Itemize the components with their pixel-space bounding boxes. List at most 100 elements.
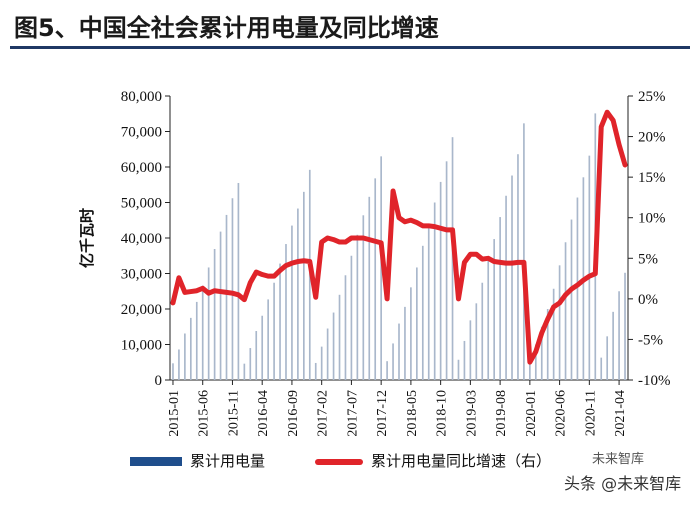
bar [350,255,353,380]
legend-bar: 累计用电量 [130,450,265,471]
bar [362,215,365,380]
bar [374,178,377,380]
right-tick-label: 25% [638,89,666,105]
chart-title: 图5、中国全社会累计用电量及同比增速 [14,14,439,42]
bar [249,348,252,380]
left-tick-label: 0 [155,373,163,389]
bar [523,123,525,381]
x-tick-label: 2017-02 [316,390,331,437]
bar [225,214,228,380]
x-tick-label: 2020-06 [554,390,569,437]
bar [552,288,555,380]
bar [297,208,299,380]
bar [427,223,430,380]
right-tick-label: -5% [638,332,663,348]
left-tick-label: 60,000 [121,160,162,176]
bar [368,196,371,380]
bar [255,331,258,380]
bar [195,301,198,380]
x-tick-label: 2015-06 [197,390,212,437]
x-tick-label: 2020-01 [524,390,539,437]
x-tick-label: 2017-07 [345,390,360,437]
bar [237,182,240,380]
bar [493,239,496,380]
bar [463,340,466,380]
right-tick-label: 20% [638,130,666,146]
bar [624,272,626,380]
bar [344,275,347,380]
bar [326,328,329,380]
bar [612,311,614,380]
bar [386,361,388,380]
bar [410,287,412,380]
x-tick-label: 2019-03 [464,390,479,437]
bar [540,326,543,380]
bar [332,312,335,380]
legend-line-label: 累计用电量同比增速（右） [371,452,552,470]
bar [320,346,323,380]
bar [201,285,204,380]
bar [285,244,287,380]
bar [261,315,264,380]
bar [600,357,603,380]
bar [534,344,537,380]
bar [338,294,341,380]
left-tick-label: 50,000 [121,196,162,212]
bar [529,361,531,380]
bar [178,349,180,380]
bar [314,362,317,380]
x-tick-label: 2015-11 [226,390,241,436]
x-tick-label: 2015-01 [167,390,182,437]
x-tick-label: 2020-11 [583,390,598,436]
bar [398,323,400,380]
bar [558,265,561,380]
bar [184,333,186,380]
bar [392,343,394,380]
bar [445,161,448,380]
watermark-logo-text: 未来智库 [592,452,645,467]
bar [618,291,620,380]
bar [457,359,460,380]
x-tick-label: 2016-09 [286,390,301,437]
bar [606,336,609,380]
bar [189,317,192,380]
bar [475,303,478,380]
bar [404,306,406,380]
bar [231,198,234,380]
title-divider [10,46,690,49]
bar [273,282,275,380]
bar [499,217,501,380]
bar [511,175,513,380]
watermark: 头条 @未来智库 [564,474,682,493]
left-tick-label: 40,000 [121,231,162,247]
bar [356,234,359,380]
x-tick-label: 2016-04 [256,390,271,437]
x-tick-label: 2019-08 [494,390,509,437]
bar [172,363,174,380]
bar [302,191,305,380]
bar [267,299,269,380]
legend-line: 累计用电量同比增速（右） [315,450,551,471]
bar [380,156,382,380]
x-tick-label: 2018-05 [405,390,420,437]
bar [588,155,591,380]
bar [546,309,549,380]
tick-labels: 0 10,000 20,000 30,000 40,000 50,000 60,000 70,… [78,89,671,437]
y-axis-label: 亿千瓦时 [78,208,96,268]
bar [576,197,579,380]
left-tick-label: 80,000 [121,89,162,105]
left-tick-label: 20,000 [121,302,162,318]
bar [570,219,573,380]
bar [564,242,567,380]
bar [219,231,222,380]
bar [416,267,418,380]
bar [439,181,442,380]
right-tick-label: 10% [638,211,666,227]
bar [505,195,507,380]
x-tick-label: 2017-12 [375,390,390,437]
bar [213,249,216,380]
x-tick-label: 2021-04 [613,390,628,437]
bar [487,261,490,380]
bar [207,267,210,380]
